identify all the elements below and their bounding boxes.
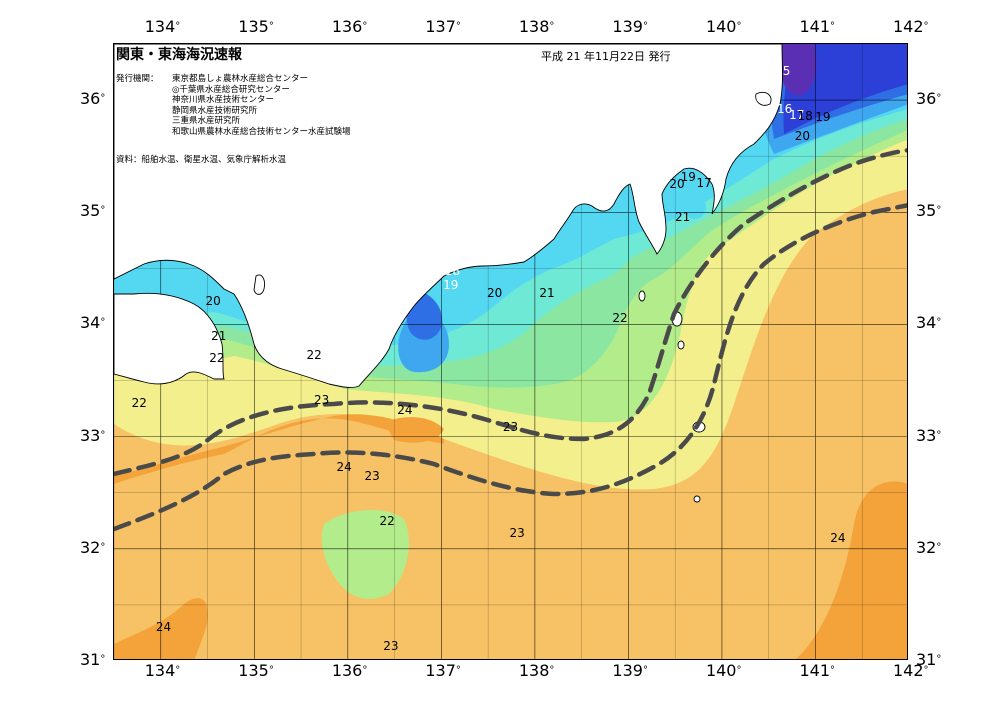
sst-zone-16	[399, 44, 907, 294]
longitude-label-top: 137°	[425, 17, 461, 36]
isotherm-label: 23	[364, 468, 380, 483]
data-sources: 資料：船舶水温、衛星水温、気象庁解析水温	[116, 155, 287, 165]
longitude-label-top: 138°	[518, 17, 555, 36]
issuer-label: 発行機関：	[116, 74, 159, 84]
isotherm-label: 19	[815, 109, 831, 124]
isotherm-label: 24	[155, 620, 172, 635]
awaji-island	[253, 274, 265, 295]
isotherm-label: 22	[131, 395, 147, 410]
sst-zone-17	[406, 44, 907, 340]
latitude-label-right: 36°	[916, 89, 942, 109]
map-title: 関東・東海海況速報	[116, 47, 242, 63]
isotherm-label: 17	[445, 251, 462, 266]
latitude-label-right: 32°	[916, 537, 942, 557]
issuer-item: 静岡県水産技術研究所	[172, 105, 258, 116]
sst-zone-25-east	[796, 481, 907, 659]
hachijojima	[693, 495, 701, 503]
isotherm-label: 22	[209, 351, 225, 366]
latitude-label-right: 34°	[916, 313, 942, 333]
sst-zone-24	[114, 189, 907, 659]
isotherm-label: 17	[696, 176, 712, 191]
longitude-label-bottom: 134°	[144, 661, 181, 680]
toshima	[677, 340, 685, 350]
isotherm-label: 18	[444, 263, 461, 278]
isotherm-label: 20	[205, 293, 221, 308]
isotherm-label: 24	[830, 530, 846, 545]
isotherm-label: 22	[612, 310, 628, 325]
issuer-item: 和歌山県農林水産総合技術センター水産試験場	[172, 127, 351, 137]
shikoku	[114, 292, 225, 385]
latitude-label-left: 34°	[80, 313, 106, 333]
issuer-item: ◎千葉県水産総合研究センター	[172, 84, 290, 95]
longitude-label-top: 141°	[799, 17, 836, 36]
longitude-label-bottom: 137°	[425, 661, 461, 680]
longitude-label-top: 135°	[238, 17, 274, 36]
latitude-label-left: 33°	[80, 425, 106, 445]
sst-zone-25	[114, 414, 444, 484]
longitude-label-bottom: 136°	[331, 661, 368, 680]
isotherm-label: 19	[680, 170, 696, 185]
longitude-label-top: 134°	[144, 17, 181, 36]
latitude-label-right: 33°	[916, 425, 942, 445]
kuroshio-axis-south	[114, 203, 907, 532]
longitude-label-bottom: 138°	[518, 661, 555, 680]
longitude-label-bottom: 139°	[612, 661, 648, 680]
isotherm-label: 22	[306, 347, 322, 362]
kuroshio-axis-north	[114, 148, 907, 477]
land-masses	[114, 44, 783, 503]
isotherm-label: 21	[539, 286, 555, 301]
honshu-coast	[114, 44, 783, 388]
longitude-label-bottom: 135°	[238, 661, 274, 680]
tokyo-bay-cold-water	[669, 182, 706, 219]
latitude-label-left: 32°	[80, 537, 106, 557]
isotherm-label: 23	[383, 639, 399, 654]
isotherm-label: 17	[789, 107, 805, 122]
issue-date: 平成 21 年11月22日 発行	[541, 50, 671, 63]
issuer-item: 神奈川県水産技術センター	[172, 95, 275, 106]
latitude-label-left: 36°	[80, 89, 106, 109]
isotherm-label: 19	[443, 278, 459, 293]
niijima	[638, 290, 646, 302]
isotherm-label: 16	[437, 217, 453, 232]
issuer-item: 東京都島しょ農林水産総合センター	[172, 74, 309, 84]
latitude-label-left: 31°	[80, 650, 106, 669]
issuer-item: 三重県水産研究所	[172, 116, 241, 127]
isotherm-label: 24	[336, 459, 352, 474]
sado-like-north	[755, 91, 772, 106]
longitude-label-bottom: 141°	[799, 661, 836, 680]
kuroshio-axis	[114, 148, 907, 532]
isotherm-label: 16	[414, 210, 430, 225]
isotherm-label: 20	[487, 286, 503, 301]
isotherm-label: 23	[502, 419, 519, 434]
isotherm-label: 24	[397, 402, 413, 417]
isotherm-label: 21	[675, 209, 691, 224]
isotherm-label: 23	[509, 526, 525, 541]
longitude-label-top: 136°	[331, 17, 368, 36]
longitude-label-top: 140°	[705, 17, 742, 36]
isotherm-label: 23	[313, 392, 330, 407]
isotherm-label: 15	[775, 63, 791, 78]
sst-zone-22-south-patch	[321, 509, 409, 599]
longitude-label-bottom: 142°	[893, 661, 929, 680]
latitude-label-right: 35°	[916, 201, 942, 221]
isotherm-label: 16	[776, 102, 793, 117]
map-area: 15 16 17 18 19 20 19 17 20 21 16 16 17 18 19 20 21 22 20 21…	[113, 43, 908, 660]
latitude-label-left: 35°	[80, 201, 106, 221]
isotherm-label: 20	[669, 177, 685, 192]
isotherm-label: 22	[379, 513, 395, 528]
longitude-label-top: 142°	[893, 17, 929, 36]
longitude-label-top: 139°	[612, 17, 648, 36]
sea-surface-temperature-map	[114, 44, 907, 659]
longitude-label-bottom: 140°	[705, 661, 742, 680]
isotherm-label: 18	[797, 108, 813, 123]
isotherm-label: 20	[794, 128, 811, 143]
sst-zone-15	[782, 44, 817, 96]
isotherm-label: 21	[211, 328, 227, 343]
sst-zone-25-kii	[384, 417, 444, 443]
latitude-label-right: 31°	[916, 650, 942, 669]
